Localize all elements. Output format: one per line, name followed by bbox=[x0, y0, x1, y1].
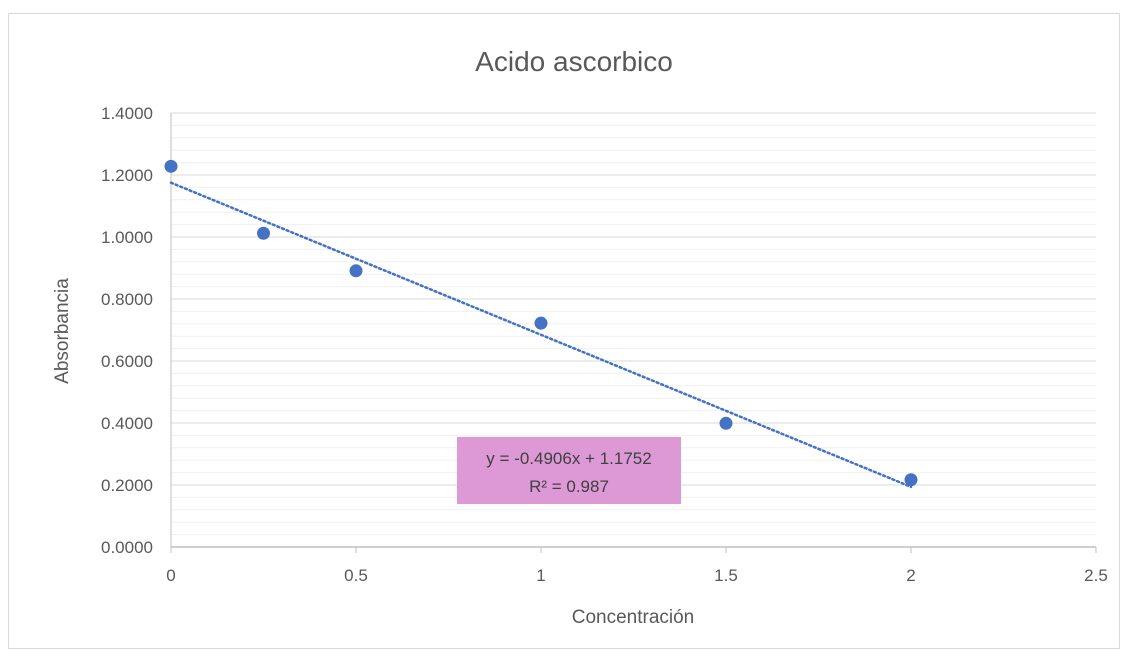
x-axis-title: Concentración bbox=[572, 607, 695, 628]
axes bbox=[170, 113, 1097, 553]
trendline-label-background bbox=[457, 437, 681, 504]
y-tick-label: 1.0000 bbox=[101, 228, 153, 247]
chart-title: Acido ascorbico bbox=[475, 46, 673, 77]
y-tick-label: 0.0000 bbox=[101, 538, 153, 557]
y-tick-label: 0.8000 bbox=[101, 290, 153, 309]
x-tick-labels: 0 0.5 1 1.5 2 2.5 bbox=[166, 566, 1108, 585]
x-tick-label: 2 bbox=[906, 566, 915, 585]
x-tick-label: 2.5 bbox=[1084, 566, 1108, 585]
chart-area bbox=[8, 13, 1120, 649]
minor-gridlines bbox=[171, 124, 1096, 536]
data-point bbox=[904, 473, 918, 487]
data-points bbox=[164, 159, 918, 487]
trendline-layer bbox=[169, 181, 913, 489]
data-point bbox=[349, 264, 363, 278]
x-tick-label: 1.5 bbox=[714, 566, 738, 585]
y-tick-label: 1.2000 bbox=[101, 166, 153, 185]
data-point bbox=[257, 226, 270, 240]
y-tick-labels: 0.0000 0.2000 0.4000 0.6000 0.8000 1.0000 1.20… bbox=[101, 104, 153, 557]
x-tick-label: 1 bbox=[536, 566, 545, 585]
trendline-r-squared: R² = 0.987 bbox=[529, 477, 609, 496]
linear-trendline bbox=[169, 181, 913, 489]
data-point bbox=[534, 316, 548, 330]
data-point bbox=[164, 159, 178, 173]
major-gridlines bbox=[171, 112, 1096, 486]
y-tick-label: 0.2000 bbox=[101, 476, 153, 495]
trendline-label-box: y = -0.4906x + 1.1752 R² = 0.987 bbox=[457, 437, 681, 504]
y-tick-label: 0.6000 bbox=[101, 352, 153, 371]
trendline-equation: y = -0.4906x + 1.1752 bbox=[486, 449, 651, 468]
y-tick-label: 1.4000 bbox=[101, 104, 153, 123]
y-axis-title: Absorbancia bbox=[52, 278, 73, 384]
data-point bbox=[719, 416, 733, 430]
x-tick-label: 0.5 bbox=[344, 566, 368, 585]
x-tick-label: 0 bbox=[166, 566, 175, 585]
y-tick-label: 0.4000 bbox=[101, 414, 153, 433]
